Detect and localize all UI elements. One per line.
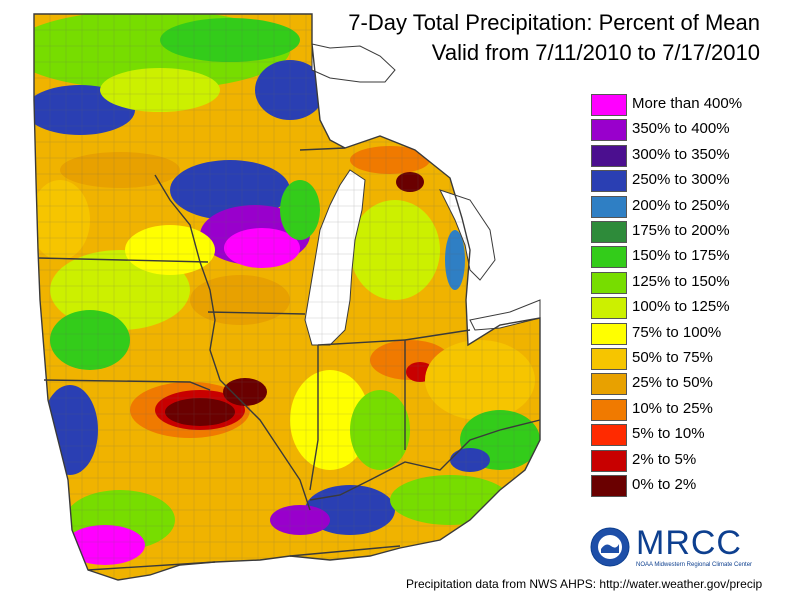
legend-swatch (591, 94, 627, 116)
legend-swatch (591, 449, 627, 472)
map-subtitle: Valid from 7/11/2010 to 7/17/2010 (431, 40, 760, 65)
legend-swatch (591, 475, 627, 497)
legend-label: 50% to 75% (632, 349, 713, 366)
legend-label: 300% to 350% (632, 145, 730, 163)
legend-item: 175% to 200% (591, 221, 791, 243)
legend-item: More than 400% (591, 94, 791, 116)
mrcc-logo-subtitle: NOAA Midwestern Regional Climate Center (636, 562, 753, 568)
legend-item: 350% to 400% (591, 119, 791, 142)
data-credit: Precipitation data from NWS AHPS: http:/… (406, 577, 763, 591)
legend-item: 200% to 250% (591, 195, 791, 218)
legend-label: 10% to 25% (632, 399, 713, 417)
legend-item: 2% to 5% (591, 449, 791, 472)
legend-swatch (591, 398, 627, 421)
legend-item: 0% to 2% (591, 475, 791, 497)
legend-swatch (591, 297, 627, 320)
legend-item: 75% to 100% (591, 322, 791, 345)
legend-label: 175% to 200% (632, 222, 730, 239)
legend-label: 0% to 2% (632, 476, 697, 493)
legend-label: 2% to 5% (632, 450, 697, 468)
map-title: 7-Day Total Precipitation: Percent of Me… (348, 10, 760, 35)
lake-superior (311, 43, 396, 83)
legend-label: 75% to 100% (632, 323, 722, 341)
legend-swatch (591, 348, 627, 370)
legend-swatch (591, 246, 627, 269)
legend-label: 5% to 10% (632, 425, 705, 443)
mrcc-logo-text: MRCC (636, 524, 742, 562)
legend-swatch (591, 322, 627, 345)
legend-swatch (591, 221, 627, 243)
legend-label: 250% to 300% (632, 171, 730, 189)
legend-label: 200% to 250% (632, 196, 730, 214)
legend-swatch (591, 424, 627, 447)
legend-label: More than 400% (632, 95, 743, 112)
legend-label: 150% to 175% (632, 247, 730, 265)
lake-huron (439, 189, 496, 281)
county-lines (34, 14, 540, 580)
legend-item: 150% to 175% (591, 246, 791, 269)
legend-label: 100% to 125% (632, 298, 730, 316)
legend-item: 10% to 25% (591, 398, 791, 421)
legend-item: 250% to 300% (591, 170, 791, 193)
legend-label: 350% to 400% (632, 120, 730, 138)
noaa-logo-icon (590, 527, 630, 567)
legend-label: 125% to 150% (632, 272, 730, 290)
legend-item: 100% to 125% (591, 297, 791, 320)
legend-item: 125% to 150% (591, 271, 791, 294)
legend-item: 25% to 50% (591, 373, 791, 396)
legend-swatch (591, 373, 627, 396)
legend-swatch (591, 170, 627, 193)
legend-item: 300% to 350% (591, 144, 791, 167)
legend-item: 5% to 10% (591, 424, 791, 447)
legend-swatch (591, 271, 627, 294)
legend-label: 25% to 50% (632, 374, 713, 392)
legend-swatch (591, 119, 627, 142)
state-borders (33, 13, 541, 581)
legend-swatch (591, 195, 627, 218)
legend-swatch (591, 144, 627, 167)
legend-item: 50% to 75% (591, 348, 791, 370)
